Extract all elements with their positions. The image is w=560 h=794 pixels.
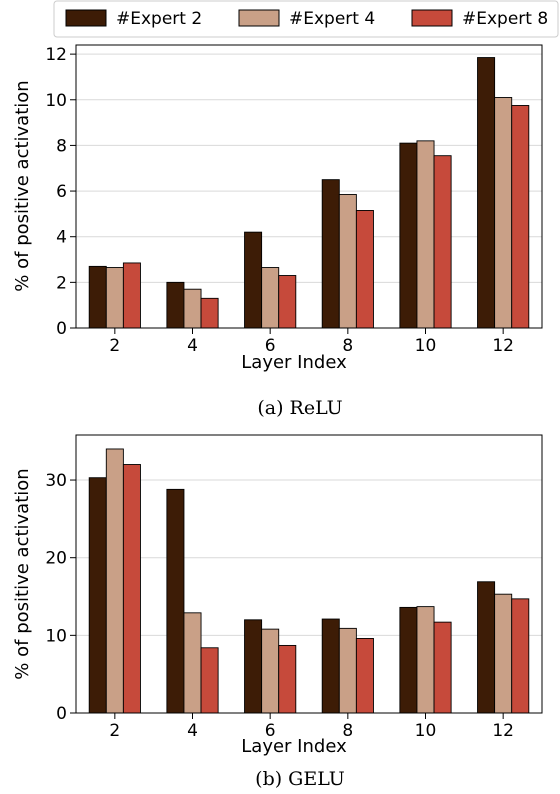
x-tick-label: 2 [109,721,120,741]
x-tick-label: 6 [265,336,276,356]
x-tick-label: 12 [492,336,514,356]
bar-expert-8-layer-2 [122,464,141,714]
y-tick-label: 8 [56,136,67,156]
bar-expert-2-layer-8 [321,618,340,714]
bar-expert-4-layer-12 [494,97,513,329]
bar-expert-2-layer-12 [477,581,496,714]
plot-frame [75,44,543,329]
bar-expert-2-layer-10 [399,142,418,329]
x-tick-label: 2 [109,336,120,356]
bar-expert-4-layer-10 [416,140,435,329]
x-tick-label: 6 [265,721,276,741]
y-tick-label: 0 [56,319,67,339]
bar-expert-2-layer-4 [166,281,185,329]
x-tick-label: 4 [187,721,198,741]
y-tick-label: 4 [56,228,67,248]
legend-swatch-expert-2 [65,9,107,27]
bar-expert-4-layer-6 [261,628,280,714]
bar-expert-2-layer-12 [477,57,496,329]
x-tick-label: 8 [342,336,353,356]
x-tick-label: 8 [342,721,353,741]
x-axis-label: Layer Index [241,352,347,373]
bar-expert-2-layer-4 [166,488,185,714]
bar-expert-4-layer-8 [338,627,357,714]
bar-expert-8-layer-10 [433,621,452,714]
legend-swatch-expert-8 [411,9,453,27]
bar-expert-4-layer-4 [183,612,202,714]
bar-expert-8-layer-4 [200,297,219,329]
x-axis-label: Layer Index [241,736,347,757]
bar-expert-8-layer-6 [278,275,297,329]
y-tick-label: 10 [45,626,67,646]
y-tick-label: 12 [45,45,67,65]
x-tick-label: 10 [415,336,437,356]
bar-expert-8-layer-12 [511,598,530,714]
legend-entry-expert-4: #Expert 4 [238,9,375,29]
bar-expert-4-layer-12 [494,593,513,714]
bar-expert-4-layer-2 [105,448,124,714]
bar-expert-8-layer-8 [355,210,374,329]
legend-label-expert-2: #Expert 2 [116,9,202,29]
legend-entry-expert-8: #Expert 8 [411,9,548,29]
legend-label-expert-4: #Expert 4 [289,9,375,29]
y-tick-label: 0 [56,704,67,724]
bar-expert-2-layer-10 [399,606,418,714]
y-axis-label: % of positive activation [12,468,33,679]
bar-expert-4-layer-4 [183,288,202,329]
bar-expert-4-layer-6 [261,267,280,329]
bar-expert-8-layer-2 [122,262,141,329]
bar-expert-2-layer-6 [244,619,263,714]
y-tick-label: 30 [45,471,67,491]
chart-relu: 0 2 4 6 8 10 12 2 4 6 8 10 12 Layer Index % of positiv… [12,44,543,373]
bar-expert-8-layer-8 [355,638,374,714]
bar-expert-2-layer-8 [321,179,340,329]
y-tick-label: 10 [45,91,67,111]
caption-relu: (a) ReLU [257,397,342,419]
x-tick-label: 4 [187,336,198,356]
y-tick-label: 6 [56,182,67,202]
legend-swatch-expert-4 [238,9,280,27]
bar-expert-4-layer-2 [105,267,124,329]
bar-expert-8-layer-4 [200,647,219,714]
bar-expert-2-layer-2 [88,477,107,714]
chart-gelu: 0 10 20 30 2 4 6 8 10 12 Layer Index % of positive … [12,434,543,757]
bar-expert-8-layer-10 [433,155,452,329]
x-tick-label: 10 [415,721,437,741]
bar-expert-8-layer-12 [511,105,530,329]
bar-expert-8-layer-6 [278,644,297,714]
y-tick-label: 2 [56,273,67,293]
legend-label-expert-8: #Expert 8 [462,9,548,29]
legend-entry-expert-2: #Expert 2 [65,9,202,29]
caption-gelu: (b) GELU [255,768,345,790]
legend: #Expert 2 #Expert 4 #Expert 8 [53,0,559,38]
bar-expert-2-layer-2 [88,265,107,329]
bar-expert-2-layer-6 [244,231,263,329]
y-tick-label: 20 [45,549,67,569]
y-axis-label: % of positive activation [12,80,33,291]
x-tick-label: 12 [492,721,514,741]
bar-expert-4-layer-8 [338,194,357,329]
plot-frame [75,434,543,714]
bar-expert-4-layer-10 [416,606,435,714]
